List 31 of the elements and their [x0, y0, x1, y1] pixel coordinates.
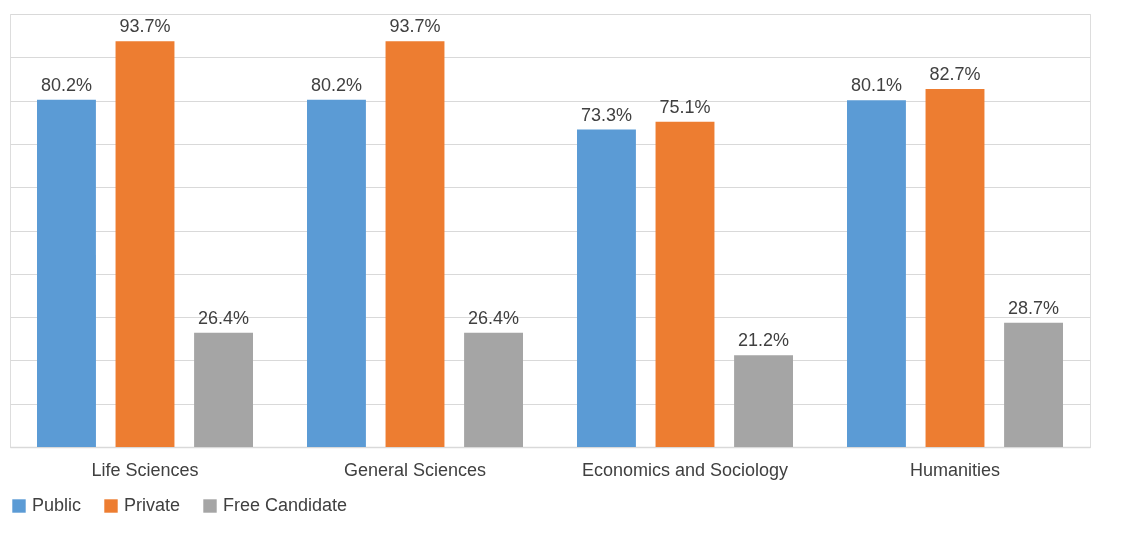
legend-label: Free Candidate — [223, 495, 348, 515]
x-tick-label: Humanities — [909, 459, 1001, 480]
data-label: 80.1% — [850, 75, 902, 96]
bar — [655, 121, 715, 447]
bar — [847, 100, 906, 447]
data-label: 26.4% — [468, 307, 520, 328]
bar — [577, 129, 636, 447]
data-label: 93.7% — [119, 16, 171, 37]
x-tick-label: Economics and Sociology — [581, 459, 789, 480]
bar — [194, 332, 253, 447]
data-label: 80.2% — [310, 74, 362, 95]
data-label: 82.7% — [929, 63, 981, 84]
data-label: 93.7% — [389, 16, 441, 37]
data-label: 80.2% — [40, 74, 92, 95]
data-label: 21.2% — [738, 330, 790, 351]
data-label: 26.4% — [198, 307, 250, 328]
bar — [734, 355, 793, 447]
bar — [115, 41, 175, 447]
legend-label: Private — [124, 495, 181, 515]
data-label: 73.3% — [580, 104, 632, 125]
bar — [1004, 322, 1063, 447]
bar — [464, 332, 523, 447]
data-label: 28.7% — [1008, 297, 1060, 318]
data-label: 75.1% — [659, 96, 711, 117]
x-tick-label: Life Sciences — [91, 459, 199, 480]
bar — [37, 99, 96, 447]
legend-label: Public — [32, 495, 82, 515]
bar — [385, 41, 445, 447]
bar — [307, 99, 366, 447]
bar — [925, 88, 985, 447]
x-tick-label: General Sciences — [343, 459, 487, 480]
